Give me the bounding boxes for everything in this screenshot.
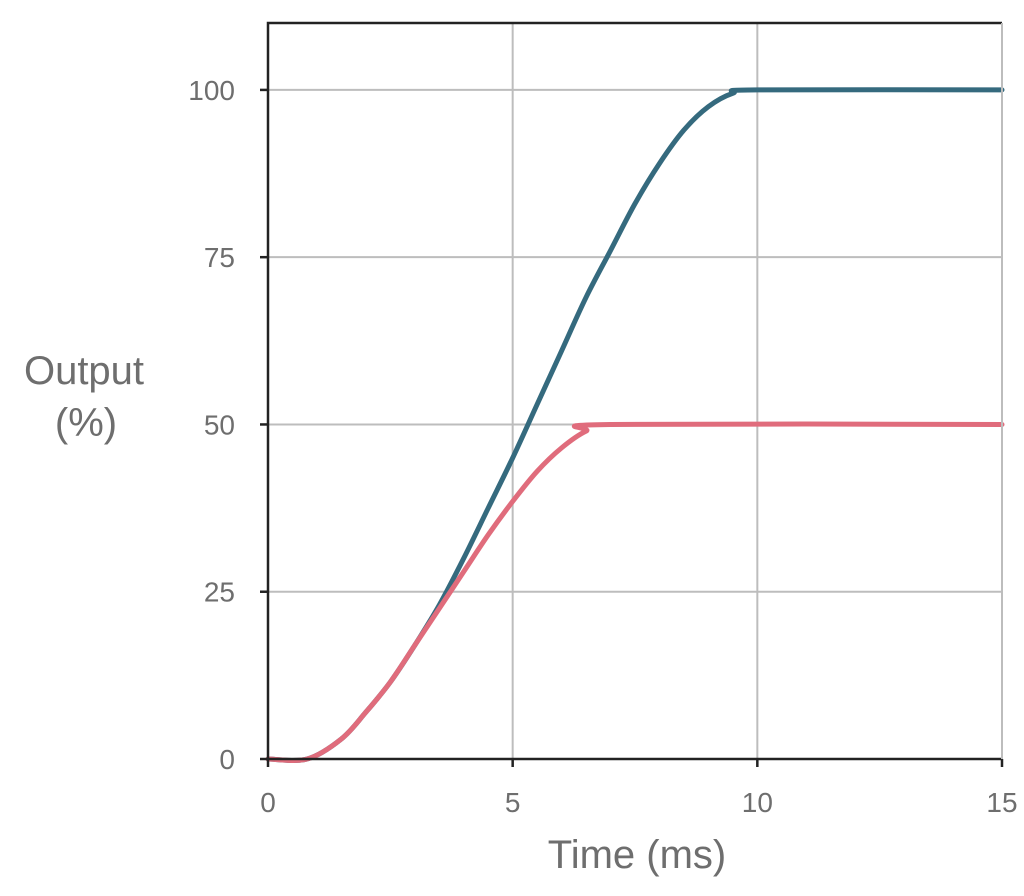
- plot-frame: [266, 21, 1002, 761]
- axes-spines: [266, 21, 1003, 761]
- y-tick-label: 100: [188, 75, 235, 106]
- x-axis-ticks: 0 5 10 15: [260, 759, 1018, 818]
- series-line-red: [265, 421, 1005, 763]
- y-tick-label: 75: [204, 242, 235, 273]
- x-tick-label: 10: [742, 787, 773, 818]
- grid-lines: [268, 23, 1003, 759]
- series-layer: [265, 87, 1005, 763]
- y-tick-label: 0: [219, 744, 235, 775]
- y-axis-title-line-2: (%): [55, 401, 117, 445]
- x-axis-title: Time (ms): [548, 833, 726, 877]
- y-axis-ticks: 0 25 50 75 100: [188, 75, 268, 775]
- x-tick-label: 0: [260, 787, 276, 818]
- y-tick-label: 25: [204, 577, 235, 608]
- y-tick-label: 50: [204, 409, 235, 440]
- x-tick-label: 15: [986, 787, 1017, 818]
- x-tick-label: 5: [505, 787, 521, 818]
- y-axis-title-line-1: Output: [24, 349, 144, 393]
